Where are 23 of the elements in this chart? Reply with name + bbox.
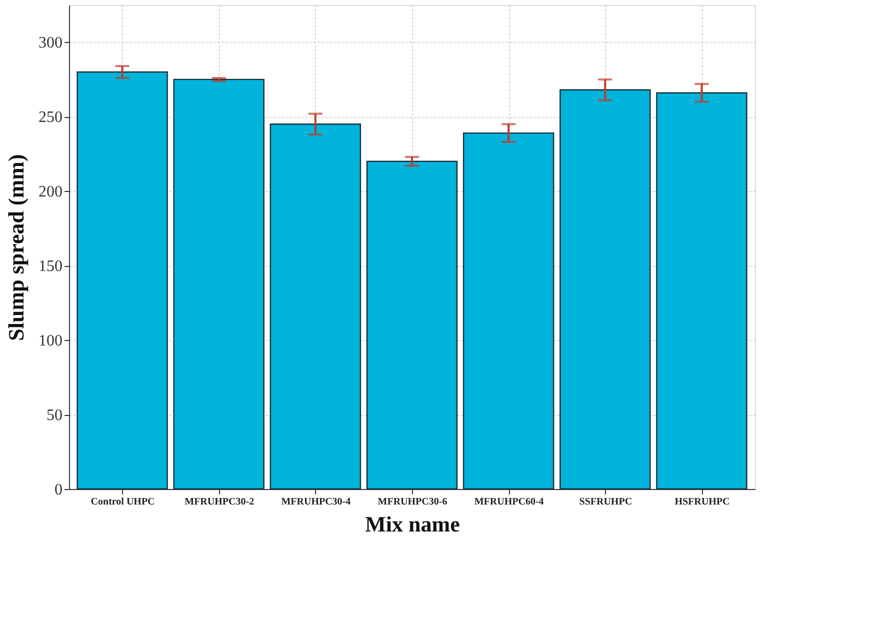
x-tick-label: Control UHPC xyxy=(90,496,155,508)
x-axis-title: Mix name xyxy=(365,512,460,536)
x-tick-label: HSFRUHPC xyxy=(674,496,730,508)
y-tick-label: 300 xyxy=(38,34,62,52)
bar xyxy=(656,92,748,490)
bar xyxy=(366,160,458,490)
x-tick-label: MFRUHPC30-2 xyxy=(184,496,254,508)
y-tick-label: 250 xyxy=(38,109,62,126)
bar xyxy=(462,132,554,490)
y-tick-label: 150 xyxy=(38,258,62,276)
x-tick-label: MFRUHPC30-4 xyxy=(281,496,351,508)
bar xyxy=(560,89,651,490)
x-tick-label: MFRUHPC60-4 xyxy=(474,496,544,508)
y-tick-label: 200 xyxy=(38,184,62,201)
bar xyxy=(76,71,168,490)
bar xyxy=(270,124,362,490)
y-tick-label: 50 xyxy=(46,407,62,424)
y-tick-label: 100 xyxy=(38,332,62,350)
y-axis-title: Slump spread (mm) xyxy=(4,154,28,341)
x-tick-label: MFRUHPC30-6 xyxy=(378,496,448,508)
bar xyxy=(173,78,264,490)
y-tick-label: 0 xyxy=(54,482,62,498)
x-tick-label: SSFRUHPC xyxy=(579,496,632,508)
